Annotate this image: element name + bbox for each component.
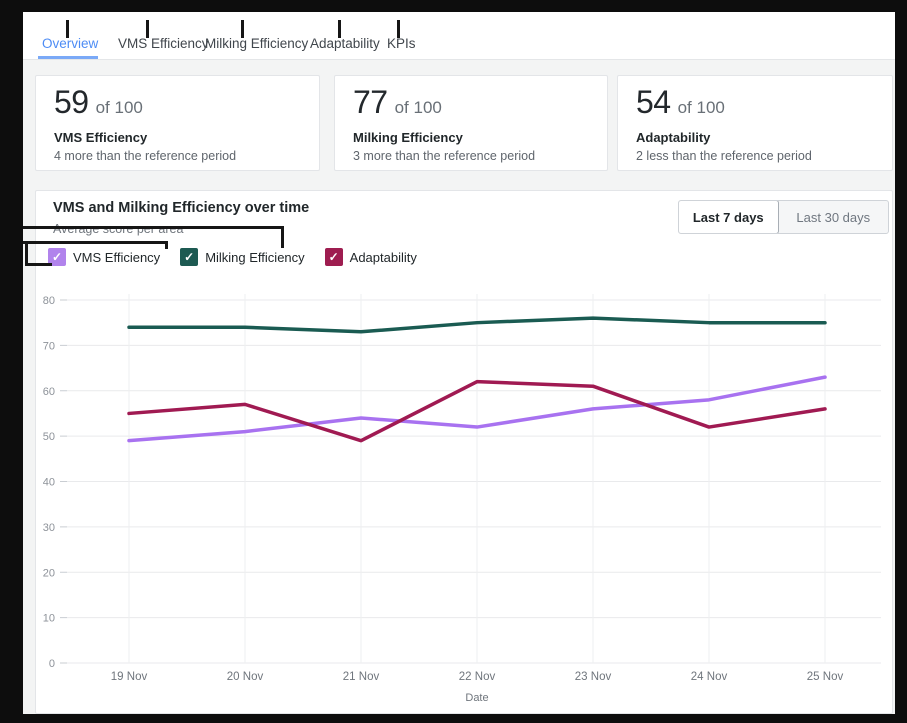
stat-suffix: of 100	[95, 98, 143, 117]
svg-text:23 Nov: 23 Nov	[575, 671, 612, 683]
svg-text:20 Nov: 20 Nov	[227, 671, 264, 683]
svg-text:22 Nov: 22 Nov	[459, 671, 496, 683]
stat-card-adaptability: 54 of 100 Adaptability 2 less than the r…	[617, 75, 893, 171]
svg-text:21 Nov: 21 Nov	[343, 671, 380, 683]
tab-adaptability[interactable]: Adaptability	[310, 36, 380, 51]
legend-item-adaptability[interactable]: Adaptability	[324, 248, 417, 266]
callout-line-milking-h	[20, 241, 168, 244]
stat-value: 54	[636, 84, 671, 120]
checkbox-checked-icon[interactable]	[48, 248, 66, 266]
chart-card: VMS and Milking Efficiency over time Ave…	[35, 190, 893, 714]
callout-tick-adaptability	[338, 20, 341, 38]
stat-title: VMS Efficiency	[54, 130, 148, 145]
stat-caption: 4 more than the reference period	[54, 149, 237, 163]
svg-text:30: 30	[43, 522, 55, 534]
stat-suffix: of 100	[394, 98, 442, 117]
tab-milking-efficiency[interactable]: Milking Efficiency	[205, 36, 309, 51]
tab-overview[interactable]: Overview	[42, 36, 99, 51]
stat-card-milking-efficiency: 77 of 100 Milking Efficiency 3 more than…	[334, 75, 608, 171]
callout-tick-vms	[146, 20, 149, 38]
tab-kpis[interactable]: KPIs	[387, 36, 416, 51]
svg-text:25 Nov: 25 Nov	[807, 671, 844, 683]
svg-text:19 Nov: 19 Nov	[111, 671, 148, 683]
tab-bar: Overview VMS Efficiency Milking Efficien…	[23, 12, 895, 60]
stat-value: 77	[353, 84, 388, 120]
svg-text:60: 60	[43, 386, 55, 398]
stat-caption: 3 more than the reference period	[353, 149, 536, 163]
svg-text:20: 20	[43, 567, 55, 579]
legend-label: Adaptability	[349, 249, 417, 265]
last-30-days-button[interactable]: Last 30 days	[796, 209, 871, 225]
callout-tick-kpis	[397, 20, 400, 38]
svg-text:24 Nov: 24 Nov	[691, 671, 728, 683]
legend-item-vms-efficiency[interactable]: VMS Efficiency	[48, 248, 160, 266]
date-range-toggle: Last 7 days Last 30 days	[678, 200, 889, 234]
stat-title: Adaptability	[636, 130, 711, 145]
active-tab-underline	[38, 56, 98, 59]
svg-text:Date: Date	[465, 692, 488, 704]
screenshot-frame-top	[0, 0, 907, 12]
stat-value: 59	[54, 84, 89, 120]
svg-text:80: 80	[43, 295, 55, 307]
callout-tick-milking	[241, 20, 244, 38]
efficiency-line-chart: 0 10 20 30 40 50 60 70 80 19 Nov 20 Nov 21 Nov 22 No…	[43, 294, 881, 704]
stat-caption: 2 less than the reference period	[636, 149, 812, 163]
callout-line-adaptability-h	[20, 226, 284, 229]
svg-text:0: 0	[49, 658, 55, 670]
screenshot-frame-right	[895, 0, 907, 723]
svg-text:50: 50	[43, 431, 55, 443]
chart-title: VMS and Milking Efficiency over time	[53, 200, 310, 216]
svg-text:10: 10	[43, 613, 55, 625]
screenshot-frame-left	[0, 0, 23, 723]
callout-line-milking-v	[165, 241, 168, 249]
stat-title: Milking Efficiency	[353, 130, 463, 145]
legend-label: Milking Efficiency	[205, 249, 305, 265]
stat-suffix: of 100	[677, 98, 725, 117]
svg-text:40: 40	[43, 477, 55, 489]
checkbox-checked-icon[interactable]	[180, 248, 199, 266]
tab-vms-efficiency[interactable]: VMS Efficiency	[118, 36, 209, 51]
callout-line-adaptability-v	[281, 226, 284, 248]
callout-tick-overview	[66, 20, 69, 38]
stat-card-vms-efficiency: 59 of 100 VMS Efficiency 4 more than the…	[35, 75, 320, 171]
legend-label: VMS Efficiency	[73, 249, 161, 265]
callout-line-vms-h	[25, 263, 52, 266]
checkbox-checked-icon[interactable]	[324, 248, 343, 266]
svg-text:70: 70	[43, 340, 55, 352]
screenshot-frame-bottom	[0, 714, 907, 723]
callout-line-vms-v	[25, 241, 28, 266]
legend-item-milking-efficiency[interactable]: Milking Efficiency	[180, 248, 305, 266]
chart-legend: VMS Efficiency Milking Efficiency Adapta…	[48, 248, 417, 266]
last-7-days-button[interactable]: Last 7 days	[679, 201, 779, 233]
chart-subtitle: Average score per area	[53, 222, 184, 236]
